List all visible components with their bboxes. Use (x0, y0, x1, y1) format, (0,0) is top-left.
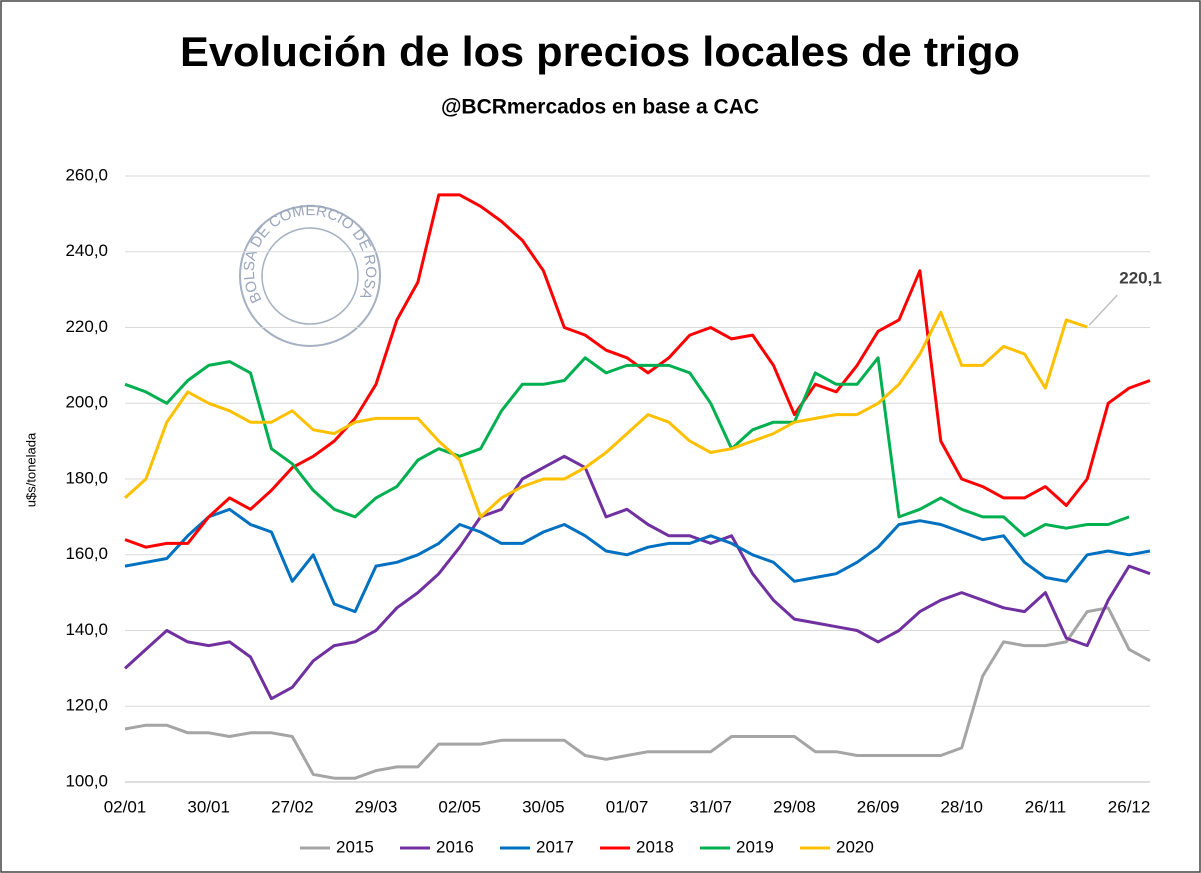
x-tick-label: 01/07 (606, 797, 649, 816)
legend-label: 2015 (336, 837, 374, 856)
y-tick-label: 220,0 (65, 317, 108, 336)
annotation-leader (1088, 294, 1118, 326)
logo-ring (239, 205, 381, 347)
x-tick-label: 02/05 (438, 797, 481, 816)
x-tick-label: 02/01 (104, 797, 147, 816)
logo-ring (261, 227, 359, 325)
x-tick-label: 27/02 (271, 797, 314, 816)
y-tick-label: 240,0 (65, 241, 108, 260)
legend-label: 2019 (736, 837, 774, 856)
chart-subtitle: @BCRmercados en base a CAC (441, 96, 759, 119)
x-tick-label: 29/03 (355, 797, 398, 816)
y-tick-label: 120,0 (65, 696, 108, 715)
data-label: 220,1 (1119, 269, 1162, 288)
legend-label: 2016 (436, 837, 474, 856)
legend-label: 2017 (536, 837, 574, 856)
chart-title: Evolución de los precios locales de trig… (180, 28, 1020, 75)
y-tick-label: 200,0 (65, 393, 108, 412)
x-tick-label: 30/01 (187, 797, 230, 816)
y-tick-label: 180,0 (65, 468, 108, 487)
y-tick-label: 100,0 (65, 771, 108, 790)
x-tick-label: 28/10 (940, 797, 983, 816)
series-line (124, 606, 1151, 780)
legend-label: 2018 (636, 837, 674, 856)
y-tick-label: 160,0 (65, 544, 108, 563)
x-tick-label: 26/11 (1025, 797, 1066, 816)
series-line (124, 507, 1151, 614)
x-tick-label: 26/12 (1108, 797, 1151, 816)
legend-label: 2020 (836, 837, 874, 856)
series-line (124, 356, 1130, 538)
y-axis-label: u$s/tonelada (23, 432, 38, 507)
series-line (123, 454, 1151, 701)
x-tick-label: 31/07 (689, 797, 732, 816)
series-line (123, 310, 1088, 519)
y-tick-label: 140,0 (65, 620, 108, 639)
y-tick-label: 260,0 (65, 165, 108, 184)
x-tick-label: 30/05 (522, 797, 565, 816)
x-tick-label: 29/08 (773, 797, 816, 816)
x-tick-label: 26/09 (857, 797, 900, 816)
